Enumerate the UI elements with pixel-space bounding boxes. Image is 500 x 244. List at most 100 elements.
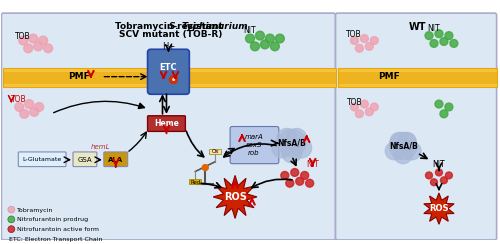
Circle shape xyxy=(390,132,408,150)
Circle shape xyxy=(272,138,292,158)
Bar xyxy=(338,72,496,83)
Circle shape xyxy=(446,172,452,179)
Polygon shape xyxy=(424,193,454,224)
Circle shape xyxy=(440,110,448,118)
Circle shape xyxy=(19,36,28,45)
Circle shape xyxy=(44,44,52,53)
Text: Nitrofurantoin prodrug: Nitrofurantoin prodrug xyxy=(18,217,88,223)
Text: SCV mutant (TOB-R): SCV mutant (TOB-R) xyxy=(119,30,222,39)
Circle shape xyxy=(306,179,314,187)
Circle shape xyxy=(292,138,312,158)
Circle shape xyxy=(8,216,15,223)
FancyBboxPatch shape xyxy=(148,49,190,94)
Circle shape xyxy=(170,76,177,83)
Text: GSA: GSA xyxy=(78,157,92,163)
Circle shape xyxy=(360,35,368,42)
Text: Heme: Heme xyxy=(154,119,179,128)
Circle shape xyxy=(202,165,208,171)
Text: hemL: hemL xyxy=(91,144,110,150)
Circle shape xyxy=(445,32,453,40)
Circle shape xyxy=(8,206,15,213)
Circle shape xyxy=(38,36,48,45)
Circle shape xyxy=(356,44,364,52)
Bar xyxy=(190,179,202,184)
Circle shape xyxy=(277,129,296,148)
Circle shape xyxy=(282,143,302,163)
Text: ETC: ETC xyxy=(160,63,178,72)
Text: ALA: ALA xyxy=(108,157,124,163)
Bar xyxy=(4,72,336,83)
Text: ROS: ROS xyxy=(429,204,448,213)
Text: Tobramycin: Tobramycin xyxy=(18,208,54,213)
Text: S. Typhimurium: S. Typhimurium xyxy=(94,22,248,31)
Circle shape xyxy=(436,169,442,176)
Circle shape xyxy=(256,31,264,40)
Circle shape xyxy=(440,177,448,184)
Text: WT: WT xyxy=(408,22,426,32)
Text: NIT: NIT xyxy=(428,24,440,33)
Circle shape xyxy=(24,44,32,53)
Circle shape xyxy=(435,100,443,108)
Circle shape xyxy=(266,34,274,43)
Bar xyxy=(209,149,221,154)
Text: H+: H+ xyxy=(162,42,175,51)
Circle shape xyxy=(286,179,294,187)
Circle shape xyxy=(445,103,453,111)
Circle shape xyxy=(356,110,364,118)
Circle shape xyxy=(425,32,433,40)
Circle shape xyxy=(394,146,412,164)
FancyBboxPatch shape xyxy=(104,152,128,167)
Circle shape xyxy=(350,103,358,111)
Bar xyxy=(338,68,496,87)
Text: NfsA/B: NfsA/B xyxy=(389,142,418,151)
Text: TOB: TOB xyxy=(12,95,27,104)
Circle shape xyxy=(430,179,438,186)
Circle shape xyxy=(34,42,42,51)
Text: rob: rob xyxy=(248,150,260,156)
Text: Red: Red xyxy=(190,180,200,185)
Circle shape xyxy=(389,132,417,160)
FancyBboxPatch shape xyxy=(18,152,66,167)
Text: PMF: PMF xyxy=(68,72,90,81)
Circle shape xyxy=(281,172,289,179)
Text: NfsA/B: NfsA/B xyxy=(278,139,306,148)
Polygon shape xyxy=(213,175,257,218)
FancyBboxPatch shape xyxy=(148,116,186,132)
Circle shape xyxy=(291,169,298,176)
Circle shape xyxy=(350,37,358,44)
Circle shape xyxy=(435,30,443,38)
Text: Ox: Ox xyxy=(212,149,219,154)
Text: NIT: NIT xyxy=(306,160,319,169)
Circle shape xyxy=(370,103,378,111)
Text: TOB: TOB xyxy=(348,98,363,107)
Text: PMF: PMF xyxy=(378,72,400,81)
Circle shape xyxy=(250,42,260,51)
FancyBboxPatch shape xyxy=(336,13,496,240)
Text: TOB: TOB xyxy=(346,30,362,39)
Text: L-Glutamate: L-Glutamate xyxy=(22,157,62,162)
Circle shape xyxy=(450,40,458,47)
Circle shape xyxy=(276,34,284,43)
Text: NIT: NIT xyxy=(244,26,256,35)
Circle shape xyxy=(426,172,432,179)
FancyBboxPatch shape xyxy=(2,13,336,240)
Text: ETC: Electron Transport Chain: ETC: Electron Transport Chain xyxy=(10,237,103,242)
Text: TOB: TOB xyxy=(16,32,31,41)
Circle shape xyxy=(28,34,38,43)
Circle shape xyxy=(8,226,15,233)
Text: Nitrofurantoin active form: Nitrofurantoin active form xyxy=(18,227,100,232)
Circle shape xyxy=(398,132,416,150)
Circle shape xyxy=(440,38,448,45)
Circle shape xyxy=(366,42,374,50)
Circle shape xyxy=(25,100,34,108)
Circle shape xyxy=(296,177,304,185)
Circle shape xyxy=(20,109,28,118)
Text: ROS: ROS xyxy=(224,192,246,202)
FancyBboxPatch shape xyxy=(73,152,97,167)
Circle shape xyxy=(260,40,270,49)
Circle shape xyxy=(385,142,403,160)
Text: Tobramycin-resistant: Tobramycin-resistant xyxy=(115,22,226,31)
Text: e: e xyxy=(172,77,175,82)
Circle shape xyxy=(270,42,280,51)
Circle shape xyxy=(300,172,308,179)
